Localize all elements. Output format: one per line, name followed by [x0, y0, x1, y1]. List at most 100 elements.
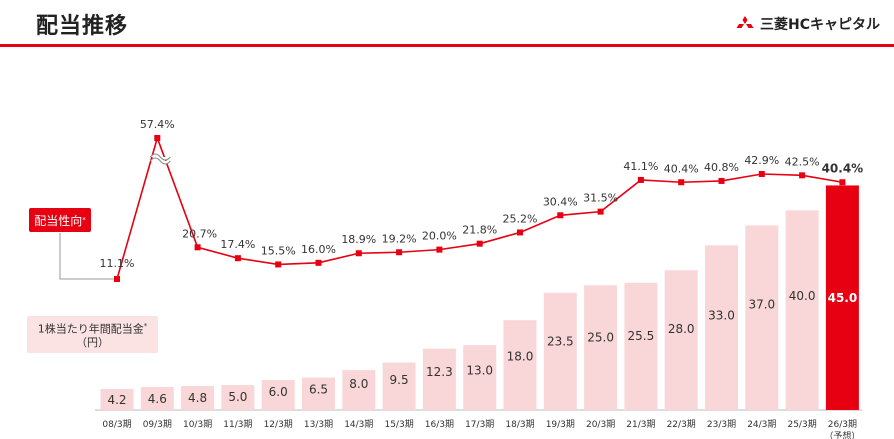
dividend-bar: [825, 185, 859, 410]
payout-ratio-label: 16.0%: [301, 243, 336, 256]
three-diamonds-logo-icon: [736, 16, 754, 28]
payout-ratio-label: 19.2%: [382, 232, 417, 245]
payout-ratio-point: [476, 240, 483, 247]
x-tick-label: 10/3期: [183, 419, 212, 430]
dividend-bar-label: 45.0: [828, 291, 858, 305]
dividend-bar-label: 28.0: [668, 322, 695, 336]
dividend-bar-label: 18.0: [507, 350, 534, 364]
page-title: 配当推移: [36, 14, 129, 39]
dividend-bar-label: 25.0: [587, 330, 614, 344]
dividend-bar-label: 9.5: [390, 373, 409, 387]
dividend-bar-label: 4.6: [148, 392, 167, 406]
x-tick-label: 22/3期: [667, 419, 696, 430]
dividend-legend-label: 1株当たり年間配当金: [37, 322, 144, 336]
payout-ratio-label: 21.8%: [462, 224, 497, 237]
dividend-bar-label: 4.2: [107, 393, 126, 407]
payout-ratio-label: 18.9%: [341, 233, 376, 246]
dividend-bar: [181, 386, 215, 410]
payout-ratio-label: 11.1%: [100, 257, 135, 270]
payout-ratio-point: [557, 212, 564, 219]
axis-break-icon: [149, 153, 171, 165]
payout-ratio-point: [799, 172, 806, 179]
payout-ratio-point: [234, 255, 241, 262]
payout-ratio-label: 40.4%: [822, 161, 864, 175]
dividend-bar: [302, 377, 335, 410]
dividend-bar: [503, 320, 537, 410]
payout-ratio-point: [396, 249, 403, 256]
payout-ratio-footnote-mark: *: [82, 216, 86, 224]
payout-ratio-label: 31.5%: [583, 192, 618, 205]
dividend-bar-label: 33.0: [708, 308, 735, 322]
dividend-bar-label: 4.8: [188, 391, 207, 405]
x-tick-label: 21/3期: [626, 419, 655, 430]
dividend-bar-label: 8.0: [349, 377, 368, 391]
dividend-legend-unit: （円）: [76, 336, 109, 350]
payout-ratio-point: [758, 171, 765, 177]
payout-ratio-point: [275, 261, 282, 268]
legend-connector: [59, 233, 114, 280]
payout-ratio-point: [315, 259, 322, 266]
payout-ratio-point: [839, 179, 846, 186]
x-tick-label: 24/3期: [747, 419, 776, 430]
dividend-bar: [664, 270, 698, 410]
x-tick-label: 19/3期: [546, 419, 575, 430]
x-tick-label: 08/3期: [102, 419, 131, 430]
payout-ratio-label: 20.7%: [182, 227, 217, 240]
x-tick-label: 23/3期: [707, 419, 736, 430]
x-tick-label: 14/3期: [344, 419, 373, 430]
payout-ratio-label: 30.4%: [543, 195, 578, 208]
dividend-bar: [342, 370, 376, 410]
payout-ratio-point: [114, 276, 120, 282]
dividend-bar-label: 5.0: [228, 390, 247, 404]
forecast-note: （予想）: [824, 430, 860, 439]
payout-ratio-point: [436, 246, 443, 253]
x-tick-label: 09/3期: [143, 419, 172, 430]
x-tick-label: 15/3期: [384, 419, 413, 430]
payout-ratio-label: 41.1%: [623, 160, 658, 173]
dividend-bar-label: 25.5: [628, 329, 655, 343]
dividend-bar: [785, 210, 819, 410]
payout-ratio-point: [194, 244, 201, 251]
payout-ratio-legend-label: 配当性向: [34, 213, 83, 228]
dividend-bar: [543, 292, 577, 410]
company-logo: 三菱HCキャピタル: [736, 14, 880, 34]
payout-ratio-point: [355, 250, 362, 257]
x-tick-label: 11/3期: [223, 419, 252, 430]
dividend-bar-label: 23.5: [547, 335, 574, 349]
dividend-bar: [624, 282, 658, 410]
payout-ratio-point: [637, 176, 644, 183]
dividend-footnote-mark: *: [143, 321, 148, 330]
x-tick-label: 25/3期: [787, 419, 816, 430]
payout-ratio-label: 40.4%: [664, 162, 699, 175]
payout-ratio-label: 42.9%: [744, 154, 779, 167]
x-tick-label: 12/3期: [264, 419, 293, 430]
dividend-bar: [584, 285, 618, 410]
payout-ratio-label: 15.5%: [261, 244, 296, 257]
x-tick-label: 26/3期: [828, 419, 857, 430]
dividend-bar-label: 6.0: [269, 385, 288, 399]
dividend-bar: [100, 389, 134, 410]
dividend-bar: [463, 345, 497, 410]
dividend-bar-label: 40.0: [789, 289, 816, 303]
dividend-bar-label: 12.3: [426, 365, 453, 379]
payout-ratio-label: 20.0%: [422, 230, 457, 243]
x-tick-label: 16/3期: [425, 419, 454, 430]
payout-ratio-point: [718, 177, 725, 184]
dividend-bar: [745, 225, 779, 410]
dividend-legend: 1株当たり年間配当金* （円）: [27, 316, 158, 353]
dividend-bar: [705, 245, 738, 410]
payout-ratio-label: 42.5%: [785, 155, 820, 168]
dividend-bar: [140, 387, 174, 410]
x-tick-label: 18/3期: [505, 419, 534, 430]
payout-ratio-label: 40.8%: [704, 161, 739, 174]
dividend-bar: [221, 385, 255, 410]
dividend-bar: [261, 380, 295, 410]
payout-ratio-point: [678, 179, 685, 186]
dividend-bar: [382, 362, 416, 410]
dividend-bar-label: 37.0: [748, 297, 775, 311]
dividend-bar-label: 6.5: [309, 383, 328, 397]
dividend-bar: [422, 348, 456, 410]
dividend-bar-label: 13.0: [466, 363, 493, 377]
payout-ratio-point: [597, 208, 604, 215]
